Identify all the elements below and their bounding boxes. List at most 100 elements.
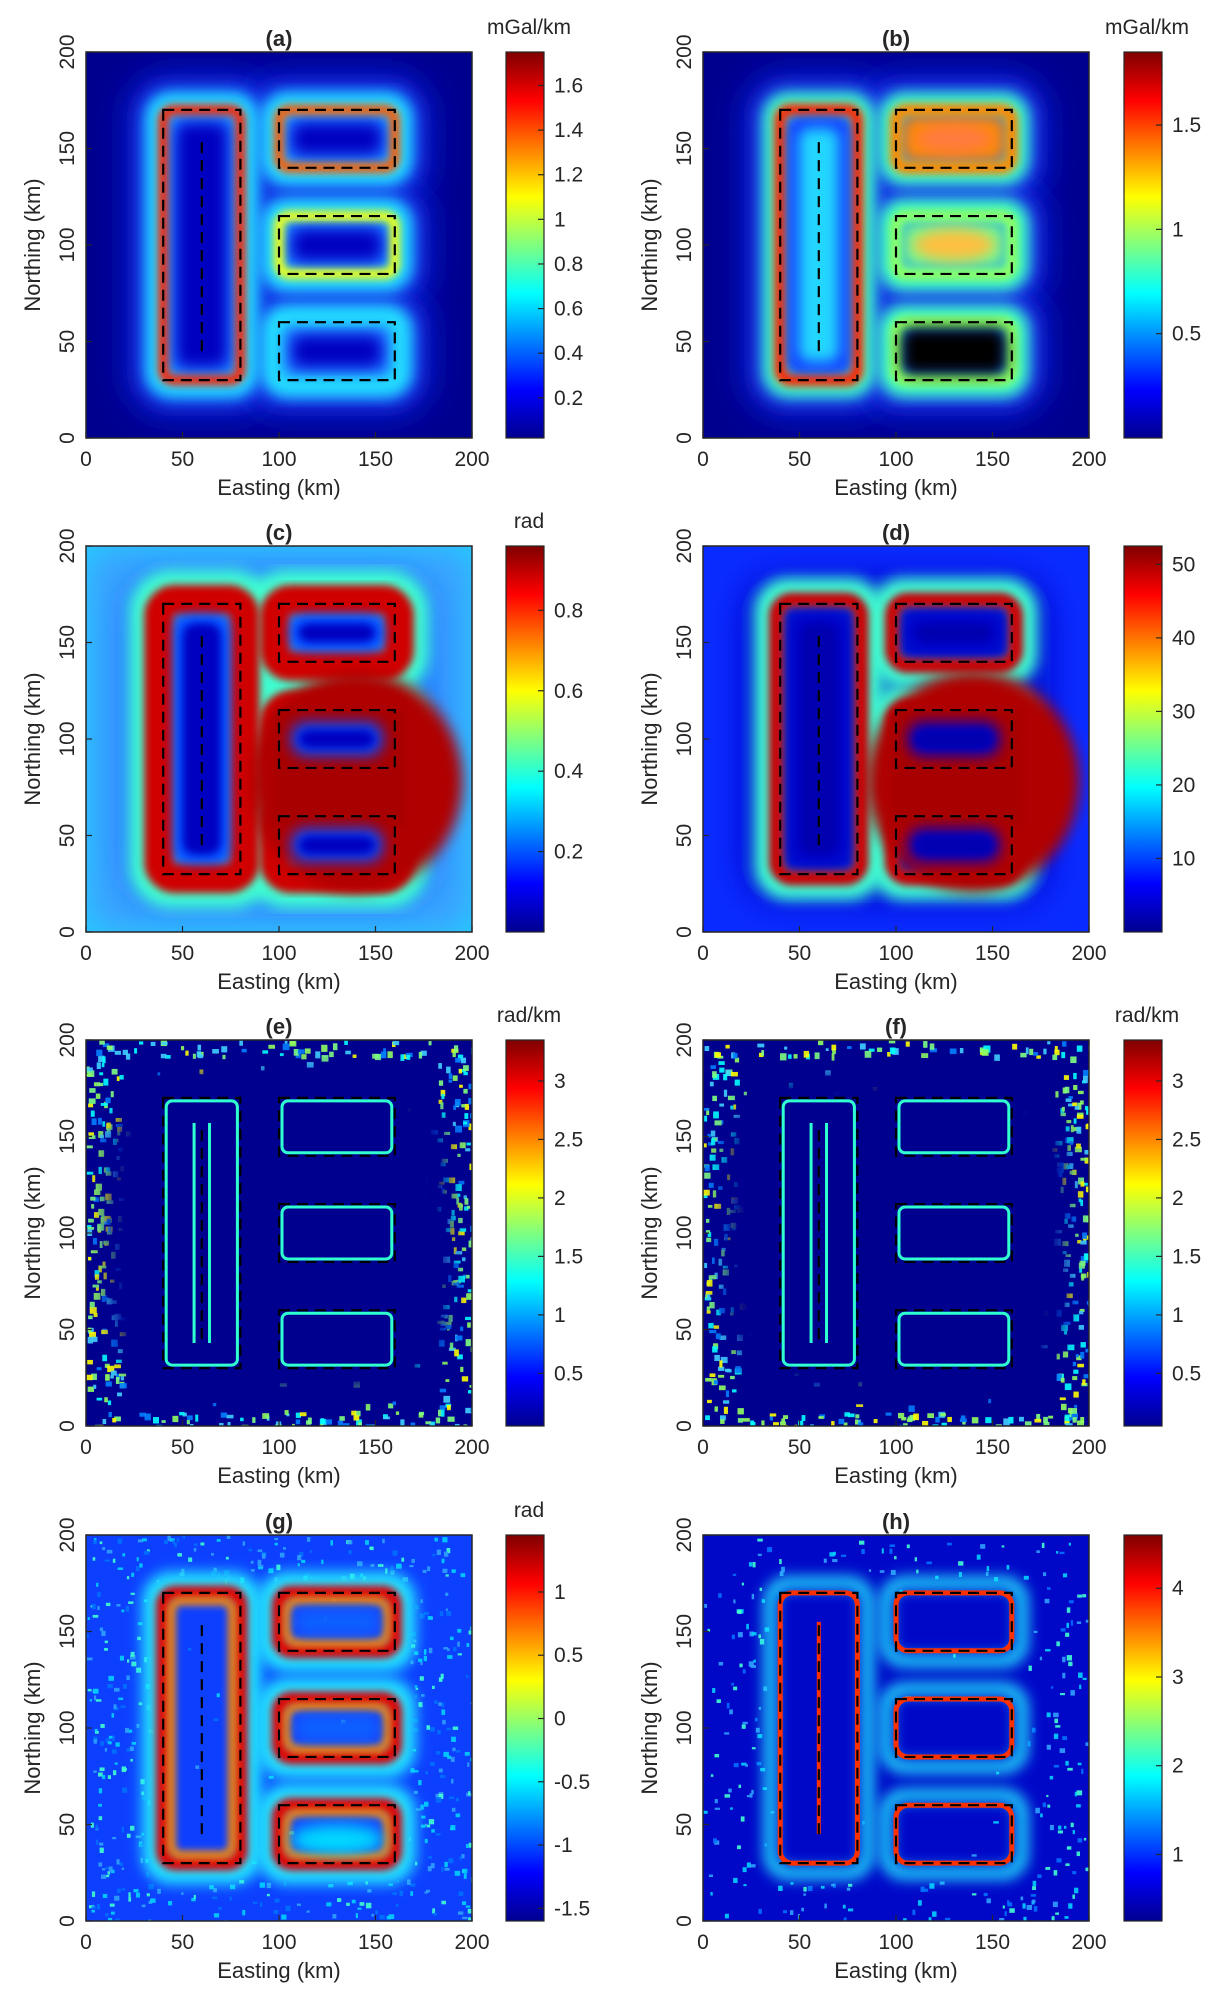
x-tick-label: 50 xyxy=(171,1931,194,1954)
source-outline xyxy=(894,1697,1013,1759)
source-outline xyxy=(894,321,1013,382)
colorbar-tick-label: 0.6 xyxy=(554,298,583,321)
source-outline xyxy=(894,214,1013,276)
x-tick-label: 100 xyxy=(878,448,913,471)
x-tick-label: 50 xyxy=(788,448,811,471)
x-tick-label: 150 xyxy=(975,448,1010,471)
source-outline xyxy=(277,1804,396,1865)
y-axis-label: Northing (km) xyxy=(637,672,662,805)
colorbar-tick-label: -0.5 xyxy=(554,1771,590,1794)
colorbar xyxy=(1123,51,1163,439)
y-tick-label: 100 xyxy=(673,721,696,756)
y-tick-label: 0 xyxy=(56,1420,79,1432)
y-tick-label: 100 xyxy=(56,227,79,262)
y-tick-label: 200 xyxy=(56,1517,79,1552)
y-tick-label: 0 xyxy=(56,1915,79,1927)
y-tick-label: 50 xyxy=(673,1813,696,1836)
colorbar xyxy=(1123,545,1163,933)
y-tick-label: 150 xyxy=(673,131,696,166)
source-outline xyxy=(894,1096,1013,1157)
colorbar-unit: mGal/km xyxy=(1105,16,1189,39)
panel-b: 00 50 50 100 100 150 150 200 200 Easting (km) Nort… xyxy=(637,16,1201,500)
colorbar xyxy=(1123,1534,1163,1922)
y-tick-label: 0 xyxy=(673,926,696,938)
colorbar-tick-label: 0.2 xyxy=(554,841,583,864)
source-outline xyxy=(894,1804,1013,1865)
y-tick-label: 150 xyxy=(56,131,79,166)
y-tick-label: 0 xyxy=(673,1420,696,1432)
y-tick-label: 100 xyxy=(56,1710,79,1745)
source-outline xyxy=(894,708,1013,770)
colorbar-tick-label: 1 xyxy=(1172,1304,1184,1327)
y-tick-label: 100 xyxy=(56,721,79,756)
y-tick-label: 0 xyxy=(56,432,79,444)
x-tick-label: 100 xyxy=(261,1436,296,1459)
y-tick-label: 50 xyxy=(56,1318,79,1341)
x-tick-label: 0 xyxy=(80,1436,92,1459)
colorbar-tick-label: 1.5 xyxy=(1172,114,1201,137)
y-axis-label: Northing (km) xyxy=(637,1166,662,1299)
x-tick-label: 50 xyxy=(788,1436,811,1459)
x-tick-label: 150 xyxy=(358,1436,393,1459)
x-tick-label: 50 xyxy=(788,1931,811,1954)
colorbar-tick-label: 0.5 xyxy=(1172,323,1201,346)
x-tick-label: 50 xyxy=(171,942,194,965)
colorbar-tick-label: -1 xyxy=(554,1834,573,1857)
source-outline xyxy=(779,602,859,876)
y-tick-label: 150 xyxy=(673,1614,696,1649)
y-tick-label: 50 xyxy=(673,1318,696,1341)
source-outline xyxy=(779,108,859,382)
x-tick-label: 0 xyxy=(80,942,92,965)
colorbar-tick-label: 2 xyxy=(1172,1187,1184,1210)
colorbar-tick-label: 1 xyxy=(1172,218,1184,241)
source-outline xyxy=(162,1591,242,1865)
x-tick-label: 150 xyxy=(975,942,1010,965)
panel-d: 00 50 50 100 100 150 150 200 200 Easting (km) Nort… xyxy=(637,520,1195,994)
x-tick-label: 0 xyxy=(697,942,709,965)
y-tick-label: 50 xyxy=(56,330,79,353)
colorbar-unit: rad xyxy=(514,1499,544,1522)
y-tick-label: 200 xyxy=(56,1022,79,1057)
source-outline xyxy=(894,1309,1013,1370)
colorbar-tick-label: 1.5 xyxy=(1172,1245,1201,1268)
panel-f: 00 50 50 100 100 150 150 200 200 Easting (km) Nort… xyxy=(637,1004,1201,1488)
panel-h: 00 50 50 100 100 150 150 200 200 Easting (km) Nort… xyxy=(637,1509,1184,1983)
colorbar-tick-label: -1.5 xyxy=(554,1897,590,1920)
colorbar-tick-label: 1.2 xyxy=(554,164,583,187)
colorbar-tick-label: 1 xyxy=(554,1581,566,1604)
y-axis-label: Northing (km) xyxy=(20,178,45,311)
colorbar-tick-label: 3 xyxy=(554,1070,566,1093)
source-outline xyxy=(277,602,396,663)
y-tick-label: 200 xyxy=(673,1022,696,1057)
source-outline xyxy=(894,815,1013,876)
panel-title: (e) xyxy=(266,1014,293,1039)
y-tick-label: 50 xyxy=(56,1813,79,1836)
x-tick-label: 200 xyxy=(454,448,489,471)
x-tick-label: 150 xyxy=(358,942,393,965)
x-axis-label: Easting (km) xyxy=(834,969,957,994)
colorbar-tick-label: 30 xyxy=(1172,700,1195,723)
colorbar-tick-label: 1 xyxy=(1172,1843,1184,1866)
source-outline xyxy=(162,1096,242,1370)
x-tick-label: 150 xyxy=(358,448,393,471)
colorbar-tick-label: 0.5 xyxy=(554,1362,583,1385)
y-tick-label: 50 xyxy=(56,824,79,847)
x-tick-label: 0 xyxy=(80,1931,92,1954)
colorbar-tick-label: 40 xyxy=(1172,627,1195,650)
source-outline xyxy=(894,1591,1013,1652)
panel-a: 00 50 50 100 100 150 150 200 200 Easting (km) Nort… xyxy=(20,16,584,500)
y-tick-label: 100 xyxy=(673,1710,696,1745)
y-tick-label: 200 xyxy=(56,528,79,563)
y-tick-label: 0 xyxy=(673,1915,696,1927)
colorbar-tick-label: 3 xyxy=(1172,1666,1184,1689)
x-tick-label: 200 xyxy=(454,1931,489,1954)
y-tick-label: 0 xyxy=(56,926,79,938)
heatmap-image xyxy=(86,1040,472,1426)
x-axis-label: Easting (km) xyxy=(834,475,957,500)
colorbar-tick-label: 2.5 xyxy=(1172,1128,1201,1151)
colorbar xyxy=(505,1039,545,1427)
x-axis-label: Easting (km) xyxy=(834,1463,957,1488)
panel-title: (d) xyxy=(882,520,910,545)
colorbar-tick-label: 0.6 xyxy=(554,680,583,703)
y-tick-label: 100 xyxy=(673,1215,696,1250)
